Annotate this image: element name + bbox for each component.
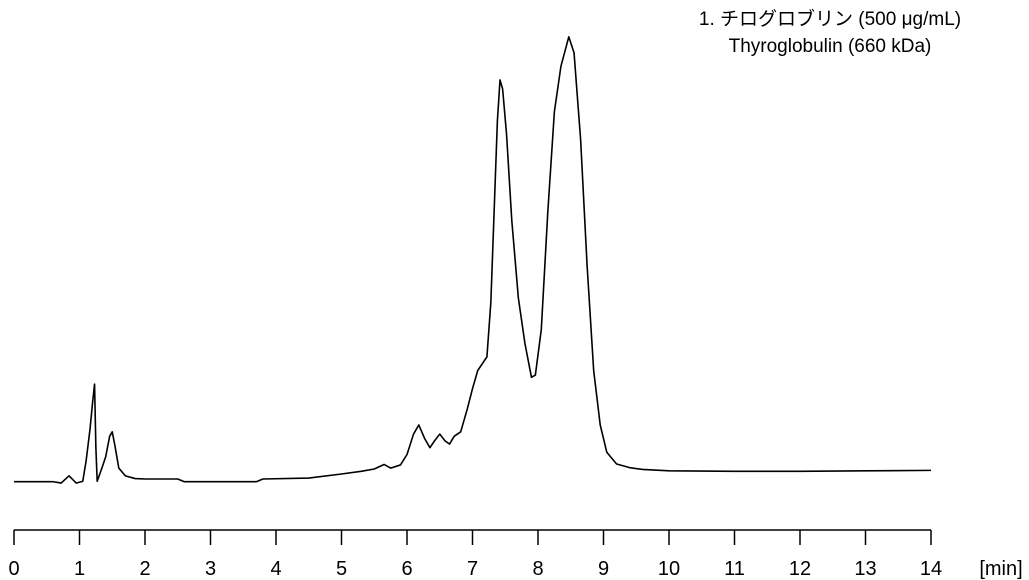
x-tick-label: 11 <box>724 558 745 580</box>
x-tick-label: 5 <box>336 558 347 580</box>
legend-line-2: Thyroglobulin (660 kDa) <box>728 36 932 57</box>
x-tick-label: 13 <box>854 558 876 580</box>
x-axis-tick-labels: 0 1 2 3 4 5 6 7 8 9 10 11 12 13 14 <box>8 558 942 580</box>
chromatogram-trace <box>14 36 932 484</box>
x-tick-label: 2 <box>139 558 150 580</box>
x-tick-label: 9 <box>598 558 609 580</box>
legend: 1. チログロブリン (500 μg/mL) Thyroglobulin (66… <box>640 6 1020 60</box>
x-tick-label: 4 <box>270 558 281 580</box>
legend-line-1: 1. チログロブリン (500 μg/mL) <box>698 9 962 30</box>
x-tick-label: 10 <box>658 558 680 580</box>
x-tick-label: 3 <box>205 558 216 580</box>
x-tick-label: 14 <box>920 558 942 580</box>
x-tick-label: 8 <box>532 558 543 580</box>
x-tick-label: 0 <box>8 558 19 580</box>
x-tick-label: 12 <box>789 558 811 580</box>
x-axis-ticks <box>13 530 932 545</box>
x-tick-label: 6 <box>401 558 412 580</box>
x-tick-label: 7 <box>467 558 478 580</box>
x-tick-label: 1 <box>74 558 85 580</box>
x-axis-unit-label: [min] <box>979 558 1022 580</box>
